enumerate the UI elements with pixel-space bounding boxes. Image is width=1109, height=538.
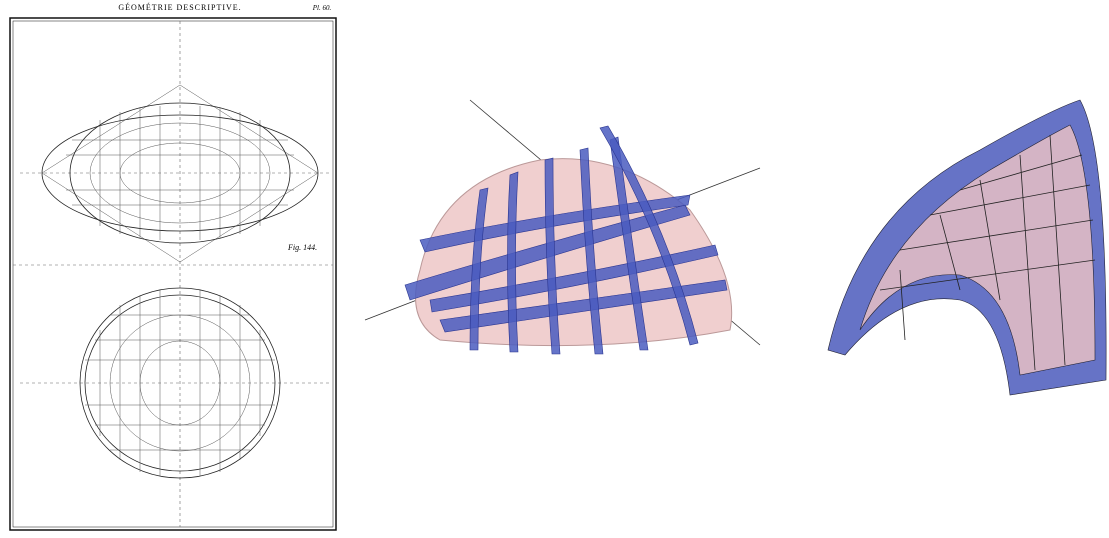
plate-frame bbox=[10, 18, 336, 530]
shell-render bbox=[365, 100, 760, 354]
arch-render bbox=[828, 100, 1106, 395]
plate: GÉOMÉTRIE DESCRIPTIVE. Pl. 60. Fig. 144. bbox=[10, 2, 336, 530]
plate-inner-frame bbox=[13, 21, 333, 527]
figure: GÉOMÉTRIE DESCRIPTIVE. Pl. 60. Fig. 144. bbox=[0, 0, 1109, 538]
plate-number: Pl. 60. bbox=[312, 4, 332, 12]
figure-label: Fig. 144. bbox=[287, 243, 317, 252]
plate-title: GÉOMÉTRIE DESCRIPTIVE. bbox=[118, 2, 241, 12]
